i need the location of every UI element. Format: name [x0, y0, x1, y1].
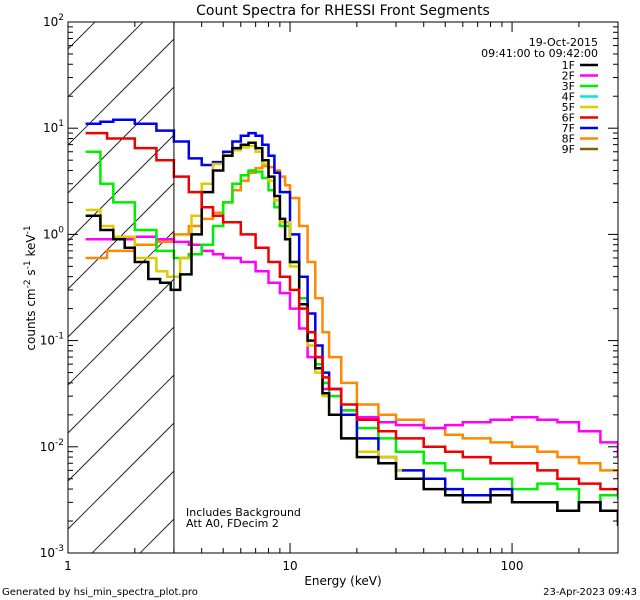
annotation-background: Includes Background [186, 506, 301, 519]
legend-label-4f: 4F [562, 91, 575, 104]
legend-label-8f: 8F [562, 133, 575, 146]
y-axis-label-sup: -2 [23, 279, 33, 288]
y-axis-label-sup: -1 [23, 225, 33, 234]
y-tick-label: 101 [43, 119, 64, 135]
y-tick-label-exponent: -1 [55, 332, 64, 342]
y-axis-label-part: counts cm [24, 288, 38, 350]
y-axis-label-part: s [24, 269, 38, 279]
y-tick-label-exponent: 0 [58, 225, 64, 235]
series-line-6f [85, 131, 618, 496]
y-tick-label-exponent: 1 [58, 119, 64, 129]
legend-label-6f: 6F [562, 112, 575, 125]
y-tick-label-exponent: -3 [55, 544, 64, 554]
series-layer [85, 118, 618, 526]
y-tick-label-base: 10 [43, 15, 58, 29]
y-tick-label: 102 [43, 13, 64, 29]
y-tick-label: 10-2 [40, 438, 64, 454]
plot-frame [67, 21, 619, 554]
series-line-8f [85, 164, 618, 479]
x-axis-label: Energy (keV) [304, 574, 381, 588]
chart-title: Count Spectra for RHESSI Front Segments [196, 3, 490, 19]
series-line-7f [85, 118, 618, 521]
legend-label-7f: 7F [562, 122, 575, 135]
x-tick-label: 1 [64, 559, 72, 573]
hatch-line [68, 422, 174, 530]
hatch-line [68, 86, 174, 194]
footer-timestamp: 23-Apr-2023 09:43 [543, 587, 637, 598]
hatch-line [68, 230, 174, 338]
y-tick-label-base: 10 [43, 121, 58, 135]
y-axis-label-sup: -1 [23, 260, 33, 269]
date-label: 19-Oct-2015 [529, 36, 598, 49]
y-tick-label-exponent: 2 [58, 13, 64, 23]
hatch-line [68, 374, 174, 482]
y-tick-label-exponent: -2 [55, 438, 64, 448]
y-tick-label-base: 10 [40, 546, 55, 560]
x-tick-label: 10 [282, 559, 297, 573]
y-tick-label-base: 10 [40, 334, 55, 348]
y-tick-label: 10-1 [40, 332, 64, 348]
legend-label-2f: 2F [562, 70, 575, 83]
hatch-line [68, 182, 174, 290]
footer-generated-by: Generated by hsi_min_spectra_plot.pro [2, 587, 198, 598]
y-tick-label-base: 10 [43, 227, 58, 241]
hatch-line [68, 278, 174, 386]
annotation-attenuator: Att A0, FDecim 2 [186, 517, 279, 530]
legend-label-5f: 5F [562, 101, 575, 114]
series-line-1f [85, 141, 618, 526]
y-tick-label: 100 [43, 225, 64, 241]
hatch-line [68, 38, 174, 146]
x-tick-labels: 1 10 100 [64, 559, 523, 573]
y-axis-label-part: keV [24, 234, 38, 261]
x-tick-label: 100 [501, 559, 524, 573]
legend-label-3f: 3F [562, 80, 575, 93]
legend-label-1f: 1F [562, 59, 575, 72]
excluded-energy-region [68, 22, 174, 553]
y-tick-label-base: 10 [40, 440, 55, 454]
y-tick-label: 10-3 [40, 544, 64, 560]
axis-ticks [67, 21, 619, 554]
legend-label-9f: 9F [562, 143, 575, 156]
y-axis-label: counts cm-2 s-1 keV-1 [23, 225, 38, 350]
time-range-label: 09:41:00 to 09:42:00 [481, 47, 598, 60]
